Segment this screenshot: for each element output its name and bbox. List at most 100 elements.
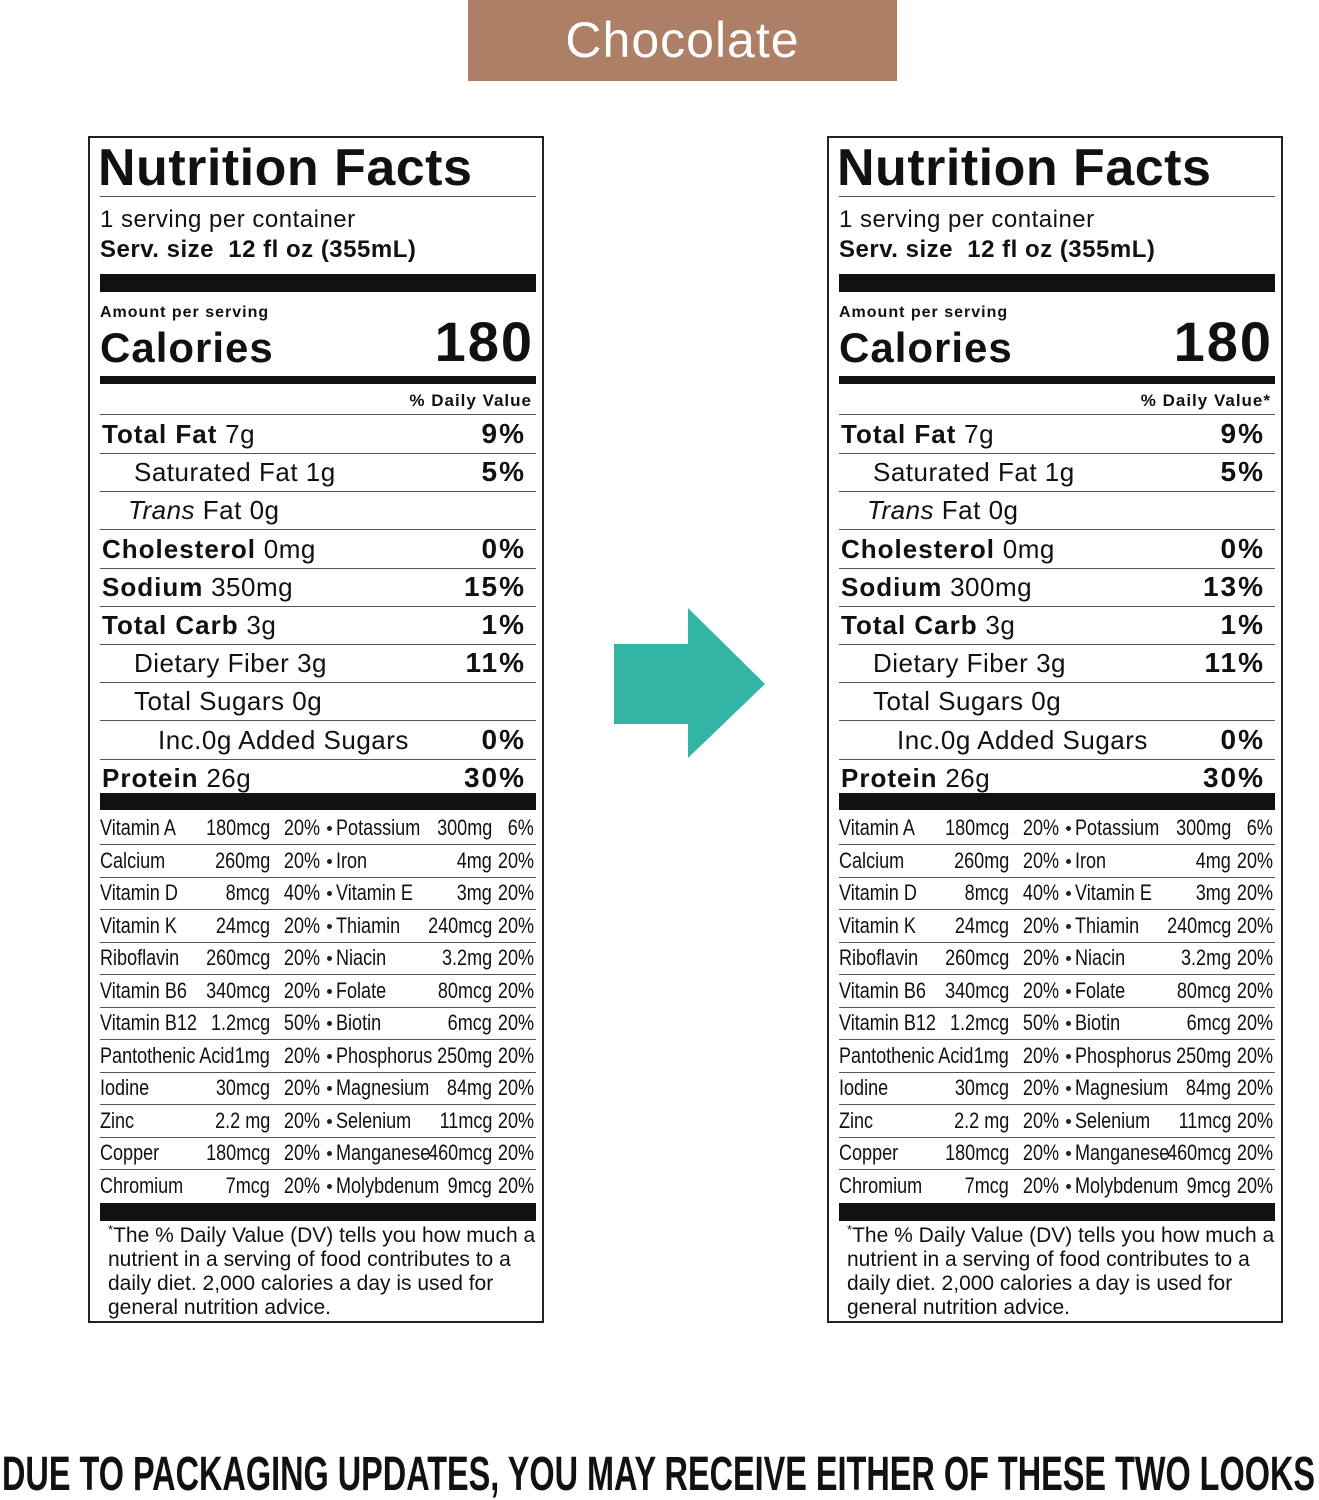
micro-dv: 20%	[1236, 945, 1273, 970]
micro-name: Vitamin B12	[839, 1010, 936, 1035]
micro-name: Vitamin D	[839, 880, 917, 905]
micro-dv: 6%	[1246, 815, 1273, 840]
micro-name: Vitamin A	[839, 815, 915, 840]
arrow-shape	[614, 608, 765, 758]
micro-name: Iodine	[839, 1075, 889, 1100]
nutrient-name: Cholesterol	[102, 533, 257, 564]
bullet	[1066, 923, 1071, 929]
nutrient-row: Dietary Fiber 3g	[134, 647, 327, 679]
micro-amount: 24mcg	[954, 912, 1009, 938]
footnote-text: The % Daily Value (DV) tells you how muc…	[847, 1224, 1275, 1319]
micro-amount: 250mg	[436, 1042, 492, 1068]
footnote: *The % Daily Value (DV) tells you how mu…	[843, 1222, 1277, 1320]
nutrient-row: Saturated Fat 1g	[873, 456, 1075, 488]
rule	[100, 453, 536, 454]
bullet	[327, 858, 332, 864]
micro-dv: 20%	[283, 977, 320, 1003]
nutrient-row: Total Sugars 0g	[134, 685, 322, 717]
nutrient-dv: 1%	[1220, 609, 1265, 640]
micro-name: Manganese	[1075, 1140, 1170, 1165]
amount-per-serving: Amount per serving	[100, 304, 270, 321]
rule	[839, 1071, 1275, 1073]
nutrient-amount: 0mg	[263, 533, 316, 564]
nutrient-amount: 1g	[1044, 457, 1075, 488]
bullet	[1066, 1086, 1071, 1091]
bullet	[1066, 988, 1071, 994]
rule	[839, 909, 1275, 910]
micro-amount: 240mcg	[427, 912, 492, 938]
micro-dv: 20%	[497, 1042, 534, 1068]
micro-dv: 20%	[1236, 1172, 1273, 1198]
micro-name: Pantothenic Acid	[839, 1042, 974, 1068]
nutrient-name: Saturated Fat	[873, 457, 1038, 488]
thick-bar	[839, 274, 1275, 292]
micro-name: Folate	[1075, 977, 1126, 1003]
bullet	[327, 1053, 332, 1059]
dv-header: % Daily Value*	[1140, 391, 1271, 410]
nutrient-name: Total Carb	[102, 610, 239, 640]
nutrient-amount: 0g	[292, 686, 323, 717]
bullet	[327, 826, 332, 831]
footnote-mark: *	[847, 1222, 853, 1237]
bullet	[1066, 1053, 1071, 1059]
micro-amount: 7mcg	[225, 1172, 270, 1198]
rule	[100, 909, 536, 910]
micro-name: Magnesium	[1075, 1075, 1169, 1100]
micro-name: Biotin	[336, 1010, 382, 1035]
micro-name: Phosphorus	[336, 1042, 433, 1068]
micro-amount: 340mcg	[205, 977, 270, 1003]
rule	[100, 758, 536, 760]
micro-dv: 20%	[1022, 912, 1059, 938]
rule	[100, 414, 536, 415]
nutrient-name: Total Sugars	[873, 686, 1024, 717]
rule	[839, 1169, 1275, 1170]
micro-dv: 20%	[497, 977, 534, 1003]
rule	[839, 644, 1275, 645]
nutrient-amount: 7g	[225, 419, 256, 449]
micro-name: Folate	[336, 977, 387, 1003]
micro-amount: 80mcg	[437, 977, 492, 1003]
micro-name: Iron	[1075, 847, 1107, 873]
nutrient-dv: 9%	[1220, 418, 1265, 449]
bullet	[1066, 1118, 1071, 1124]
micro-dv: 50%	[283, 1010, 320, 1035]
micro-name: Molybdenum	[1075, 1172, 1179, 1198]
nutrient-dv: 15%	[463, 570, 526, 602]
micro-amount: 6mcg	[1186, 1010, 1231, 1035]
micro-amount: 1mg	[234, 1042, 270, 1068]
micro-dv: 20%	[497, 880, 534, 905]
thick-bar	[100, 793, 536, 810]
micro-amount: 3mg	[1195, 880, 1231, 905]
nutrient-amount: 3g	[1036, 648, 1066, 679]
micro-amount: 11mcg	[439, 1107, 492, 1133]
rule	[100, 1136, 536, 1138]
micro-dv: 20%	[1022, 1172, 1059, 1198]
micro-amount: 250mg	[1175, 1042, 1231, 1068]
rule	[100, 1039, 536, 1040]
nutrient-row: Cholesterol 0mg	[841, 533, 1055, 565]
micro-name: Manganese	[336, 1140, 431, 1165]
thick-bar	[839, 793, 1275, 810]
rule	[839, 196, 1275, 197]
micro-name: Calcium	[839, 847, 905, 873]
bullet	[327, 891, 332, 896]
micro-dv: 20%	[497, 912, 534, 938]
nutrition-label: Nutrition Facts 1 serving per container Se…	[827, 136, 1283, 1323]
rule	[839, 567, 1275, 569]
nutrient-dv: 0%	[481, 532, 526, 564]
micro-amount: 180mcg	[944, 815, 1009, 840]
rule	[100, 491, 536, 493]
calories-label: Calories	[100, 324, 274, 371]
nutrient-dv: 0%	[481, 723, 526, 755]
rule	[839, 605, 1275, 607]
micro-name: Selenium	[1075, 1107, 1151, 1133]
micro-amount: 30mcg	[954, 1075, 1009, 1100]
nutrient-row: Total Fat 7g	[102, 418, 255, 450]
micro-name: Niacin	[336, 945, 387, 970]
nutrient-row: Sodium 350mg	[102, 571, 293, 603]
footer-text: DUE TO PACKAGING UPDATES, YOU MAY RECEIV…	[2, 1448, 1315, 1500]
servings: 1 serving per container	[100, 206, 356, 233]
nutrient-row: Total Fat 7g	[841, 418, 994, 450]
nutrient-dv: 0%	[1220, 723, 1265, 755]
nutrient-dv: 11%	[1204, 647, 1265, 679]
